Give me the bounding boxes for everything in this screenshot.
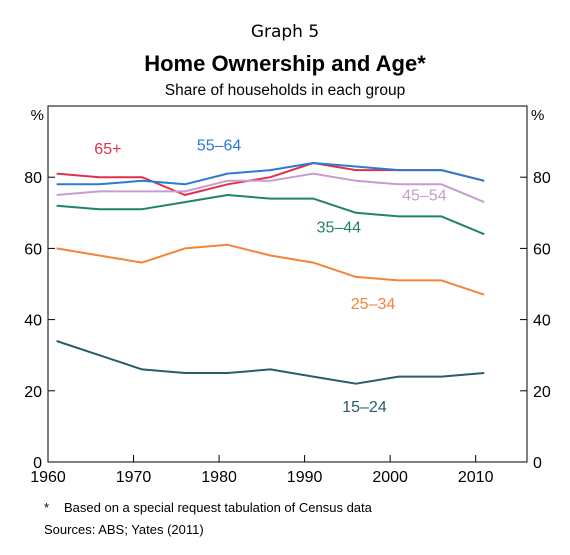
series-line-35–44 <box>56 194 485 236</box>
graph-label: Graph 5 <box>250 22 320 42</box>
series-label: 65+ <box>94 141 121 158</box>
x-tick-label: 2000 <box>372 469 408 486</box>
series-label: 35–44 <box>317 219 362 236</box>
y-unit-right: % <box>531 107 544 124</box>
y-tick-label-left: 60 <box>24 241 42 258</box>
y-tick-label-left: 0 <box>33 455 42 472</box>
y-unit-left: % <box>31 107 44 124</box>
y-tick-label-right: 20 <box>533 384 551 401</box>
y-tick-label-left: 40 <box>24 313 42 330</box>
chart-subtitle: Share of households in each group <box>164 82 406 99</box>
footnote: * Based on a special request tabulation o… <box>44 500 372 515</box>
series-label: 55–64 <box>197 138 242 155</box>
plot-frame <box>47 105 528 463</box>
y-tick-label-left: 80 <box>24 170 42 187</box>
x-tick-label: 2010 <box>458 469 494 486</box>
chart-title: Home Ownership and Age* <box>144 51 426 76</box>
y-tick-label-right: 80 <box>533 170 551 187</box>
series-label: 25–34 <box>351 296 396 313</box>
y-tick-label-right: 0 <box>533 455 542 472</box>
y-tick-label-right: 60 <box>533 241 551 258</box>
x-tick-label: 1980 <box>201 469 237 486</box>
footnote-marker: * <box>44 500 50 515</box>
x-tick-label: 1960 <box>30 469 66 486</box>
series-label: 45–54 <box>402 187 447 204</box>
x-tick-label: 1970 <box>116 469 152 486</box>
y-tick-label-right: 40 <box>533 313 551 330</box>
series-line-25–34 <box>56 243 485 296</box>
y-tick-label-left: 20 <box>24 384 42 401</box>
series-label: 15–24 <box>342 399 387 416</box>
footnote-text: Based on a special request tabulation of… <box>64 500 372 515</box>
series-line-15–24 <box>56 340 485 385</box>
x-tick-label: 1990 <box>287 469 323 486</box>
series-line-45–54 <box>56 172 485 204</box>
sources-note: Sources: ABS; Yates (2011) <box>44 522 204 537</box>
series-line-55–64 <box>56 162 485 186</box>
